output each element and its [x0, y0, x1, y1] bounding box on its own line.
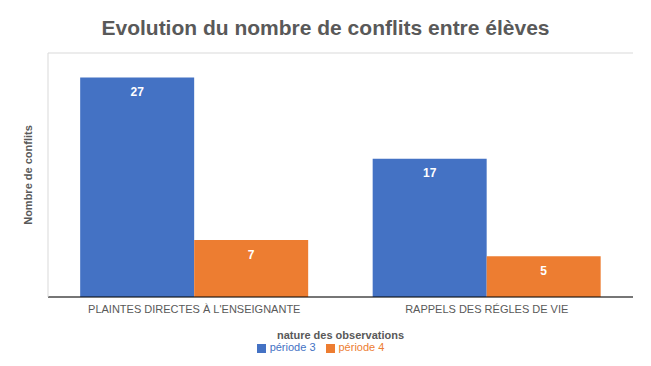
svg-text:nature des observations: nature des observations	[277, 329, 404, 341]
html-text:période 4: période 4	[338, 341, 385, 353]
svg-text:RAPPELS DES RÉGLES DE VIE: RAPPELS DES RÉGLES DE VIE	[405, 303, 568, 315]
svg-text:PLAINTES DIRECTES À L'ENSEIGNA: PLAINTES DIRECTES À L'ENSEIGNANTE	[88, 303, 300, 315]
svg-text:5: 5	[540, 264, 547, 278]
svg-text:27: 27	[130, 85, 144, 99]
svg-text:7: 7	[248, 248, 255, 262]
html-text:Evolution du nombre de conflit: Evolution du nombre de conflits entre él…	[101, 16, 550, 39]
svg-text:17: 17	[423, 166, 437, 180]
svg-text:Nombre de conflits: Nombre de conflits	[22, 125, 34, 225]
html-text:période 3: période 3	[269, 341, 316, 353]
